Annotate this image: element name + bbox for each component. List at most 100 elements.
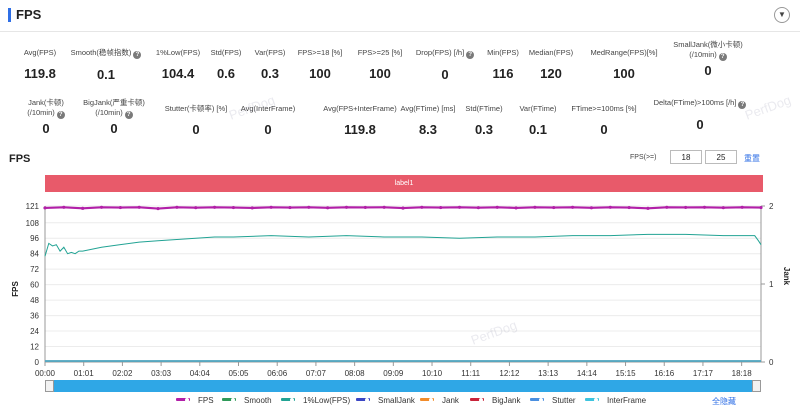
metric-label: MedRange(FPS)[%] [564, 48, 684, 58]
legend-item-bigjank[interactable]: BigJank [470, 396, 520, 405]
metric-label-text: FPS>=18 [%] [297, 48, 343, 57]
fps-data-point [137, 205, 141, 209]
metric-label-text: SmallJank(微小卡顿) [673, 40, 743, 49]
y-left-tick-label: 24 [30, 327, 39, 336]
legend-item-jank[interactable]: Jank [420, 396, 459, 405]
fps-data-point [401, 206, 405, 210]
metric-label-text: Drop(FPS) [/h] [415, 48, 465, 57]
help-icon[interactable]: ? [56, 111, 65, 119]
metric-label: Min(FPS) [443, 48, 563, 58]
y-left-tick-label: 36 [30, 312, 39, 321]
legend-item-smooth[interactable]: Smooth [222, 396, 272, 405]
fps-data-point [62, 205, 66, 209]
metric-value: 100 [309, 66, 331, 81]
legend-item-interframe[interactable]: InterFrame [585, 396, 646, 405]
fps-data-point [439, 205, 443, 210]
help-icon[interactable]: ? [718, 53, 727, 61]
fps-data-point [684, 205, 688, 210]
metric-value: 0.1 [528, 122, 548, 137]
fps-data-point [608, 205, 612, 209]
metric-r2-5: Avg(FTime) [ms] 8.3 [368, 104, 488, 137]
metric-r1-10: MedRange(FPS)[%] 100 [564, 48, 684, 81]
hide-all-button[interactable]: 全隐藏 [712, 397, 736, 406]
reset-button[interactable]: 重置 [744, 154, 760, 163]
legend-swatch-dot [429, 398, 433, 402]
metric-label-unit-text: (/10min) [27, 108, 55, 117]
series-line-1low [44, 233, 762, 257]
x-tick-label: 01:01 [74, 369, 95, 378]
zoom-slider-right-handle[interactable] [752, 380, 761, 392]
metric-r2-9: Delta(FTime)>100ms [/h]? 0 [640, 98, 760, 132]
metric-label: Var(FPS) [210, 48, 330, 58]
metric-r1-3: Std(FPS) 0.6 [166, 48, 286, 81]
x-tick-label: 08:08 [345, 369, 366, 378]
x-tick-label: 07:07 [306, 369, 327, 378]
fps-panel-header: FPS ▼ [0, 0, 800, 32]
x-tick-label: 10:10 [422, 369, 443, 378]
legend-item-stutter[interactable]: Stutter [530, 396, 576, 405]
metric-r2-7: Var(FTime) 0.1 [478, 104, 598, 137]
metric-r2-3: Avg(InterFrame) 0 [208, 104, 328, 137]
legend-label: InterFrame [607, 396, 647, 405]
metric-value: 116 [492, 66, 514, 81]
zoom-slider[interactable] [45, 380, 761, 392]
help-icon[interactable]: ? [738, 101, 747, 109]
help-icon[interactable]: ? [466, 51, 475, 59]
fps-data-point [344, 205, 349, 209]
y-left-tick-label: 72 [30, 265, 39, 274]
metric-r2-0: Jank(卡顿) (/10min)? 0 [0, 98, 106, 136]
fps-data-point [43, 206, 47, 210]
fps-data-point [665, 205, 669, 209]
metric-label-text: Jank(卡顿) [28, 98, 64, 107]
legend-swatch-dot [231, 398, 235, 402]
legend-item-fps[interactable]: FPS [176, 396, 214, 405]
legend-label: Stutter [552, 396, 576, 405]
metric-label-text: Var(FTime) [519, 104, 557, 113]
y-right-tick-label: 0 [769, 358, 774, 367]
fps-data-point [552, 205, 556, 210]
fps-data-point [175, 205, 179, 209]
metric-label: Var(FTime) [478, 104, 598, 114]
metric-label: Drop(FPS) [/h]? [385, 48, 505, 59]
metric-label-text: Delta(FTime)>100ms [/h] [653, 98, 737, 107]
metric-value: 120 [540, 66, 562, 81]
metric-value: 100 [613, 66, 635, 81]
metric-label-unit: (/10min)? [54, 108, 174, 119]
metric-label: Stutter(卡顿率) [%] [136, 104, 256, 114]
y-left-tick-label: 48 [30, 296, 39, 305]
x-tick-label: 12:12 [499, 369, 520, 378]
metric-label-text: Std(FTime) [465, 104, 503, 113]
metric-label-text: MedRange(FPS)[%] [590, 48, 658, 57]
metric-label: SmallJank(微小卡顿) [648, 40, 768, 50]
legend-item-smalljank[interactable]: SmallJank [356, 396, 415, 405]
metric-label-unit: (/10min)? [0, 108, 106, 119]
metrics-grid: Avg(FPS) 119.8 Smooth(稳帧指数)? 0.1 1%Low(FPS) 1… [0, 40, 800, 152]
fps-data-point [420, 205, 424, 209]
fps-threshold-1-input[interactable] [670, 150, 702, 164]
metric-value: 0 [42, 121, 50, 136]
help-icon[interactable]: ? [124, 111, 133, 119]
metric-value: 104.4 [161, 66, 195, 81]
collapse-chevron-icon[interactable]: ▼ [774, 7, 790, 23]
fps-data-point [721, 206, 725, 210]
metric-value: 0 [704, 63, 712, 78]
metric-r2-4: Avg(FPS+InterFrame) 119.8 [300, 104, 420, 137]
metric-r1-0: Avg(FPS) 119.8 [0, 48, 100, 81]
y-left-tick-label: 12 [30, 343, 39, 352]
x-tick-label: 05:05 [228, 369, 249, 378]
label-bar[interactable]: label1 [45, 175, 763, 192]
y-left-axis-label: FPS [11, 281, 20, 297]
legend-item-1lowfps[interactable]: 1%Low(FPS) [281, 396, 350, 405]
help-icon[interactable]: ? [133, 51, 142, 59]
fps-threshold-2-input[interactable] [705, 150, 737, 164]
chart-legend: 全隐藏 FPS Smooth 1%Low(FPS) SmallJank Jank BigJ… [0, 396, 800, 408]
fps-data-point [495, 205, 499, 209]
zoom-slider-left-handle[interactable] [45, 380, 54, 392]
metric-label-text: 1%Low(FPS) [155, 48, 201, 57]
metric-value: 119.8 [24, 66, 56, 81]
metric-label: Jank(卡顿) [0, 98, 106, 108]
metric-label-text: Std(FPS) [210, 48, 242, 57]
legend-swatch [585, 398, 599, 401]
fps-data-point [457, 205, 462, 209]
x-tick-label: 00:00 [35, 369, 56, 378]
